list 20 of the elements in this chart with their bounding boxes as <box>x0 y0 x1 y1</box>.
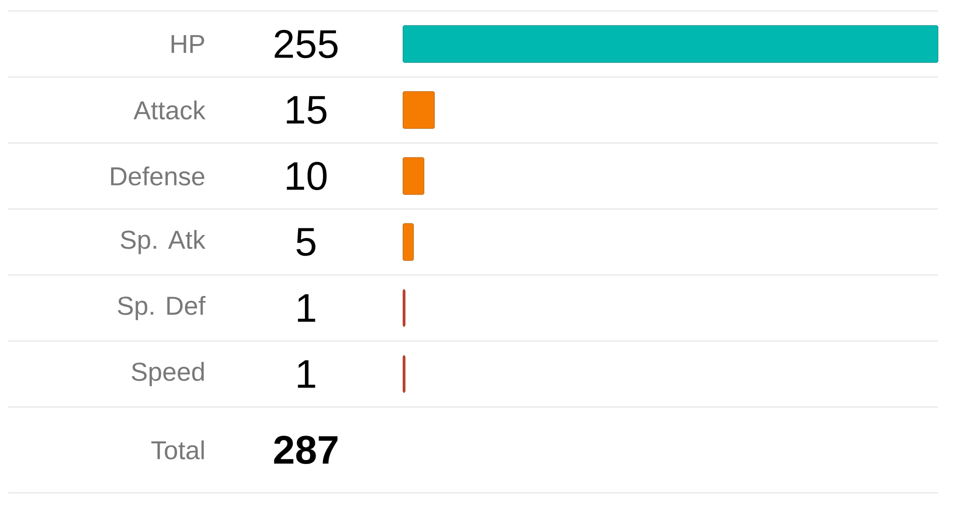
bar <box>402 157 424 195</box>
data-label: 10 <box>286 162 327 190</box>
text: Total <box>151 440 204 460</box>
y-tick-label: Attack <box>134 100 206 120</box>
data-label: 255 <box>274 30 338 58</box>
data-label: 5 <box>296 228 316 256</box>
bar <box>402 289 406 327</box>
bar <box>402 91 435 129</box>
bar <box>402 25 938 63</box>
y-tick-label: Sp. Atk <box>120 230 206 254</box>
y-tick-label: Sp. Def <box>118 296 206 320</box>
data-label: 15 <box>286 96 326 124</box>
text: 287 <box>274 436 338 464</box>
bar <box>402 223 414 261</box>
y-tick-label: Defense <box>111 166 204 186</box>
y-tick-label: HP <box>172 35 204 53</box>
data-label: 1 <box>298 360 316 388</box>
bar <box>402 355 406 393</box>
y-tick-label: Speed <box>132 362 204 386</box>
data-label: 1 <box>298 294 316 322</box>
